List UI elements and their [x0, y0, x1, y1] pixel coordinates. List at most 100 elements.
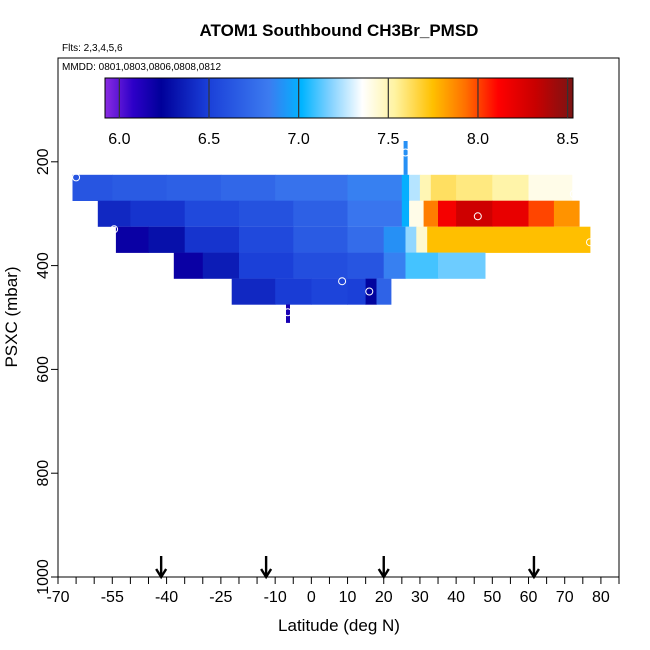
heat-cell-4-5 [376, 278, 392, 305]
x-tick-label-3: -25 [209, 589, 232, 606]
y-tick-label-4: 1000 [35, 559, 52, 595]
arrow-head-0 [155, 568, 168, 580]
heat-cell-1-2 [184, 200, 240, 227]
heat-cell-1-11 [492, 200, 529, 227]
colorbar-gradient [104, 77, 574, 119]
heat-cell-4-2 [311, 278, 348, 305]
heat-cell-1-4 [293, 200, 348, 227]
heat-cell-1-10 [456, 200, 493, 227]
flights-label: Flts: 2,3,4,5,6 [62, 43, 123, 54]
x-tick-label-0: -70 [46, 589, 69, 606]
latitude-arrows [155, 556, 540, 580]
y-tick-label-1: 400 [35, 252, 52, 279]
x-tick-label-10: 50 [483, 589, 501, 606]
heat-cell-2-8 [416, 226, 428, 253]
arrow-head-2 [377, 568, 390, 580]
x-tick-label-8: 30 [411, 589, 429, 606]
arrow-0 [155, 556, 168, 580]
colorbar-tick-label-3: 7.5 [377, 131, 399, 148]
x-tick-label-5: 0 [307, 589, 316, 606]
heat-cell-4-0 [231, 278, 276, 305]
heat-cell-1-0 [97, 200, 131, 227]
x-tick-label-7: 20 [375, 589, 393, 606]
marker-circle-6 [473, 212, 482, 221]
x-axis: -70 -55 -40 -25 -10 0 10 20 30 40 50 60 70 80 [46, 577, 620, 606]
colorbar-tick-label-5: 8.5 [556, 131, 578, 148]
x-tick-label-13: 80 [592, 589, 610, 606]
heat-cell-1-5 [347, 200, 403, 227]
heat-cell-2-2 [184, 226, 240, 253]
x-tick-label-1: -55 [101, 589, 124, 606]
heat-cell-1-7 [409, 200, 424, 227]
heat-cell-0-6 [401, 174, 410, 201]
heat-cell-4-3 [347, 278, 366, 305]
heat-cell-3-6 [405, 252, 439, 279]
heat-cell-3-1 [202, 252, 240, 279]
arrow-head-1 [260, 568, 273, 580]
x-tick-label-11: 60 [520, 589, 538, 606]
heat-cell-0-11 [492, 174, 529, 201]
colorbar-tick-label-1: 6.5 [198, 131, 220, 148]
heat-cell-1-1 [130, 200, 186, 227]
marker-circle-5 [401, 148, 410, 157]
heat-cell-1-6 [401, 200, 410, 227]
heat-cell-3-5 [383, 252, 406, 279]
arrow-head-3 [527, 568, 540, 580]
heat-cell-2-3 [239, 226, 294, 253]
arrow-3 [527, 556, 540, 580]
colorbar-ticks: 6.0 6.5 7.0 7.5 8.0 8.5 [108, 78, 579, 148]
marker-circles [72, 148, 594, 317]
marker-circle-4 [365, 287, 374, 296]
colorbar-tick-label-2: 7.0 [288, 131, 310, 148]
heat-cell-0-9 [430, 174, 457, 201]
heatmap-cells [72, 141, 591, 323]
x-tick-label-9: 40 [447, 589, 465, 606]
heat-cell-1-13 [553, 200, 580, 227]
heat-cell-1-8 [423, 200, 439, 227]
arrow-1 [260, 556, 273, 580]
heat-cell-0-5 [347, 174, 403, 201]
heat-cell-2-0 [115, 226, 149, 253]
marker-circle-7 [569, 190, 578, 198]
y-axis-label: PSXC (mbar) [2, 266, 21, 367]
colorbar-tick-label-0: 6.0 [108, 131, 130, 148]
heat-cell-3-2 [239, 252, 294, 279]
marker-circle-3 [338, 277, 347, 286]
heat-cell-2-9 [427, 226, 529, 253]
heat-cell-0-10 [456, 174, 493, 201]
heat-cell-2-6 [383, 226, 406, 253]
heat-cell-0-0 [72, 174, 113, 201]
heat-cell-0-2 [166, 174, 222, 201]
marker-circle-0 [72, 173, 81, 182]
heat-cell-3-4 [347, 252, 385, 279]
heat-cell-0-1 [112, 174, 167, 201]
dates-label: MMDD: 0801,0803,0806,0808,0812 [62, 62, 221, 73]
heat-cell-4-4 [365, 278, 377, 305]
heat-cell-0-4 [275, 174, 348, 201]
marker-circle-1 [110, 225, 119, 234]
colorbar-tick-label-4: 8.0 [467, 131, 489, 148]
y-tick-label-2: 600 [35, 356, 52, 383]
heat-cell-3-7 [438, 252, 486, 279]
y-tick-label-3: 800 [35, 460, 52, 487]
y-tick-label-0: 200 [35, 148, 52, 175]
x-tick-label-4: -10 [264, 589, 287, 606]
y-axis: 200 400 600 800 1000 [35, 148, 58, 595]
plot-frame [57, 57, 620, 578]
heat-cell-1-3 [239, 200, 294, 227]
heat-cell-4-1 [275, 278, 312, 305]
x-tick-label-2: -40 [155, 589, 178, 606]
heat-cell-2-4 [293, 226, 348, 253]
heat-cell-0-7 [409, 174, 421, 201]
heat-cell-5-0 [286, 304, 290, 323]
heat-cell-1-9 [438, 200, 457, 227]
heat-cell-2-10 [528, 226, 591, 253]
marker-circle-2 [283, 308, 292, 317]
x-tick-label-12: 70 [556, 589, 574, 606]
x-axis-label: Latitude (deg N) [278, 616, 400, 635]
heat-cell-1-12 [528, 200, 555, 227]
heat-cell-2-5 [347, 226, 385, 253]
colorbar: 6.0 6.5 7.0 7.5 8.0 8.5 [104, 77, 579, 148]
arrow-2 [377, 556, 390, 580]
